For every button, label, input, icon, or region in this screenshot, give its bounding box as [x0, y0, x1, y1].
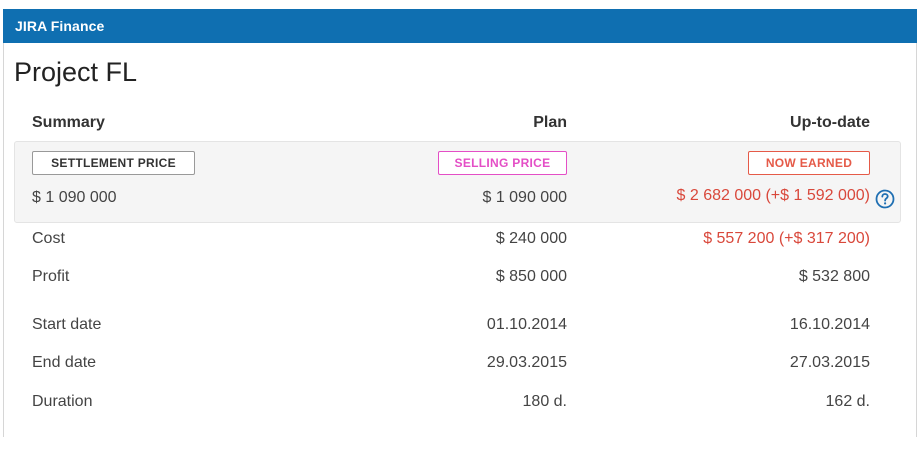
end-date-up-to-date-value: 27.03.2015	[789, 354, 870, 371]
column-header-plan: Plan	[533, 114, 567, 131]
row-label-start-date: Start date	[32, 316, 102, 333]
settlement-price-value: $ 1 090 000	[32, 189, 117, 206]
row-label-end-date: End date	[32, 354, 97, 371]
cost-up-to-date-value: $ 557 200 (+$ 317 200)	[703, 230, 870, 247]
question-circle-icon[interactable]	[875, 189, 895, 209]
app-title: JIRA Finance	[15, 18, 105, 34]
row-label-cost: Cost	[32, 230, 65, 247]
start-date-plan-value: 01.10.2014	[486, 316, 567, 333]
settlement-price-tag[interactable]: SETTLEMENT PRICE	[32, 151, 195, 175]
now-earned-value: $ 2 682 000 (+$ 1 592 000)	[676, 187, 871, 204]
app-header: JIRA Finance	[3, 9, 917, 43]
duration-up-to-date-value: 162 d.	[825, 393, 870, 410]
column-header-summary: Summary	[32, 114, 105, 131]
now-earned-tag[interactable]: NOW EARNED	[748, 151, 870, 175]
row-label-duration: Duration	[32, 393, 93, 410]
row-label-profit: Profit	[32, 268, 70, 285]
start-date-up-to-date-value: 16.10.2014	[789, 316, 870, 333]
end-date-plan-value: 29.03.2015	[486, 354, 567, 371]
selling-price-tag[interactable]: SELLING PRICE	[438, 151, 567, 175]
selling-price-plan-value: $ 1 090 000	[482, 189, 567, 206]
app-frame	[3, 9, 917, 437]
profit-plan-value: $ 850 000	[495, 268, 567, 285]
profit-up-to-date-value: $ 532 800	[798, 268, 870, 285]
project-title: Project FL	[14, 57, 138, 87]
cost-plan-value: $ 240 000	[495, 230, 567, 247]
column-header-up-to-date: Up-to-date	[790, 114, 870, 131]
duration-plan-value: 180 d.	[522, 393, 567, 410]
